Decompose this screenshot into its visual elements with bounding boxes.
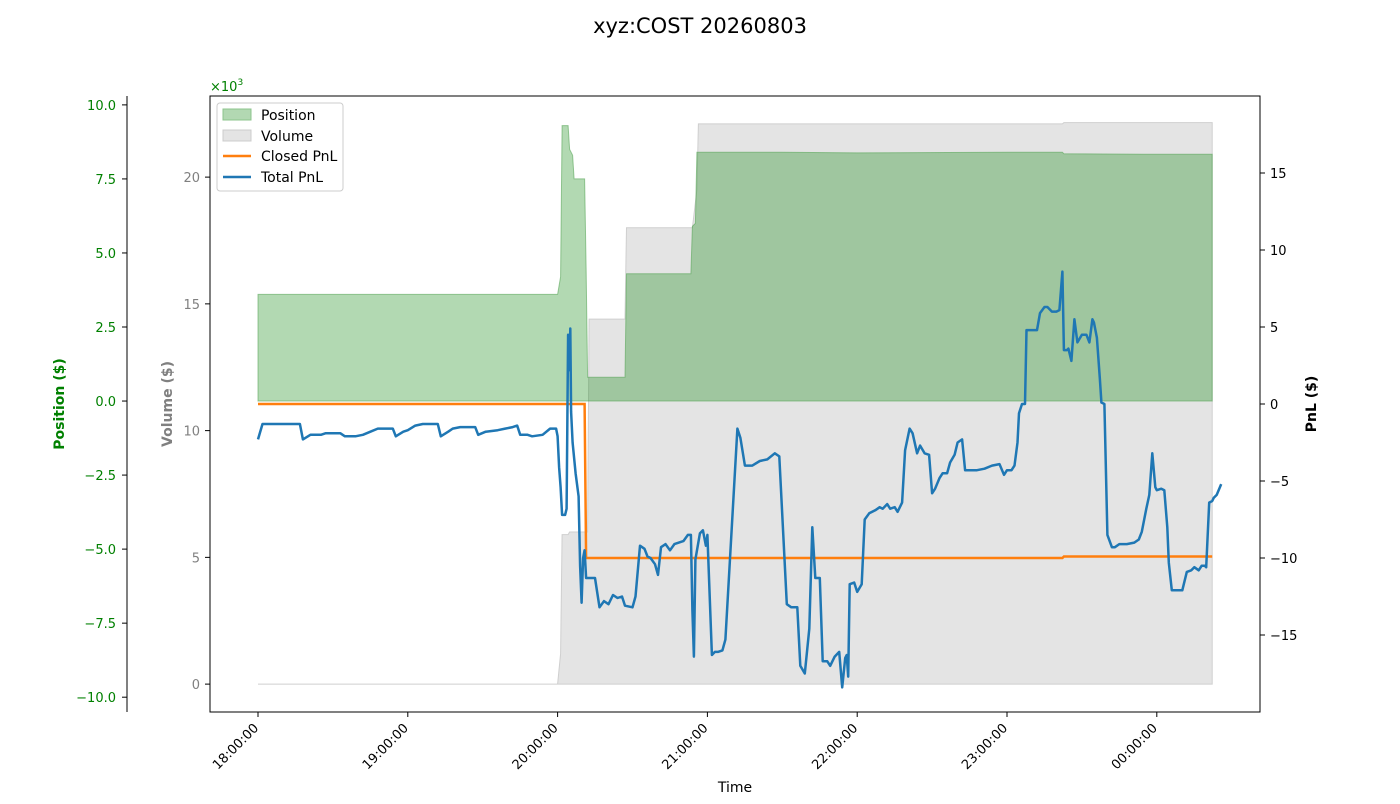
x-tick-label: 21:00:00 xyxy=(660,721,712,773)
legend-label-closed-pnl: Closed PnL xyxy=(261,149,338,165)
pnl-axis-label: PnL ($) xyxy=(1304,376,1320,433)
x-tick-label: 23:00:00 xyxy=(959,721,1011,773)
volume-area xyxy=(258,122,1213,685)
legend-label-volume: Volume xyxy=(261,129,313,145)
position-tick-label: 2.5 xyxy=(95,321,116,336)
legend-label-total-pnl: Total PnL xyxy=(260,170,323,186)
pnl-axis: −15 −10 −5 0 5 10 15 xyxy=(1260,167,1297,644)
volume-tick-label: 5 xyxy=(192,551,200,566)
pnl-tick-label: −5 xyxy=(1270,475,1289,490)
position-tick-label: 5.0 xyxy=(95,247,116,262)
legend-swatch-volume xyxy=(222,129,252,142)
volume-axis-label: Volume ($) xyxy=(160,361,176,447)
legend-box xyxy=(216,102,344,192)
legend: Position Volume Closed PnL Total PnL xyxy=(216,102,344,192)
x-axis-label: Time xyxy=(717,780,752,796)
position-axis-label: Position ($) xyxy=(52,358,68,450)
pnl-tick-label: 10 xyxy=(1270,244,1287,259)
x-tick-label: 20:00:00 xyxy=(510,721,562,773)
total-pnl-line xyxy=(256,270,1223,689)
position-tick-label: −2.5 xyxy=(84,469,116,484)
position-tick-label: −5.0 xyxy=(84,543,116,558)
chart-title: xyz:COST 20260803 xyxy=(593,14,807,38)
position-tick-label: −10.0 xyxy=(76,691,116,706)
closed-pnl-line xyxy=(258,402,1213,560)
volume-tick-label: 15 xyxy=(183,298,200,313)
pnl-tick-label: −10 xyxy=(1270,552,1297,567)
position-area xyxy=(257,125,1213,402)
volume-axis-multiplier: ×103 xyxy=(210,78,243,95)
pnl-tick-label: −15 xyxy=(1270,629,1297,644)
legend-swatch-position xyxy=(222,108,252,121)
position-axis: −10.0 −7.5 −5.0 −2.5 0.0 2.5 5.0 7.5 10.0 xyxy=(76,99,127,706)
x-axis: 18:00:00 19:00:00 20:00:00 21:00:00 22:00:00… xyxy=(210,712,1161,773)
plot-area xyxy=(209,95,1261,713)
x-tick-label: 18:00:00 xyxy=(210,721,262,773)
pnl-tick-label: 5 xyxy=(1270,321,1278,336)
x-tick-label: 19:00:00 xyxy=(360,721,412,773)
volume-tick-label: 20 xyxy=(183,171,200,186)
legend-label-position: Position xyxy=(261,108,316,124)
volume-tick-label: 0 xyxy=(192,678,200,693)
position-tick-label: 7.5 xyxy=(95,173,116,188)
position-tick-label: 10.0 xyxy=(87,99,116,114)
position-tick-label: 0.0 xyxy=(95,395,116,410)
volume-tick-label: 10 xyxy=(183,425,200,440)
pnl-tick-label: 15 xyxy=(1270,167,1287,182)
pnl-tick-label: 0 xyxy=(1270,398,1278,413)
x-tick-label: 00:00:00 xyxy=(1109,721,1161,773)
volume-axis: 0 5 10 15 20 xyxy=(183,171,210,693)
position-tick-label: −7.5 xyxy=(84,617,116,632)
x-tick-label: 22:00:00 xyxy=(809,721,861,773)
